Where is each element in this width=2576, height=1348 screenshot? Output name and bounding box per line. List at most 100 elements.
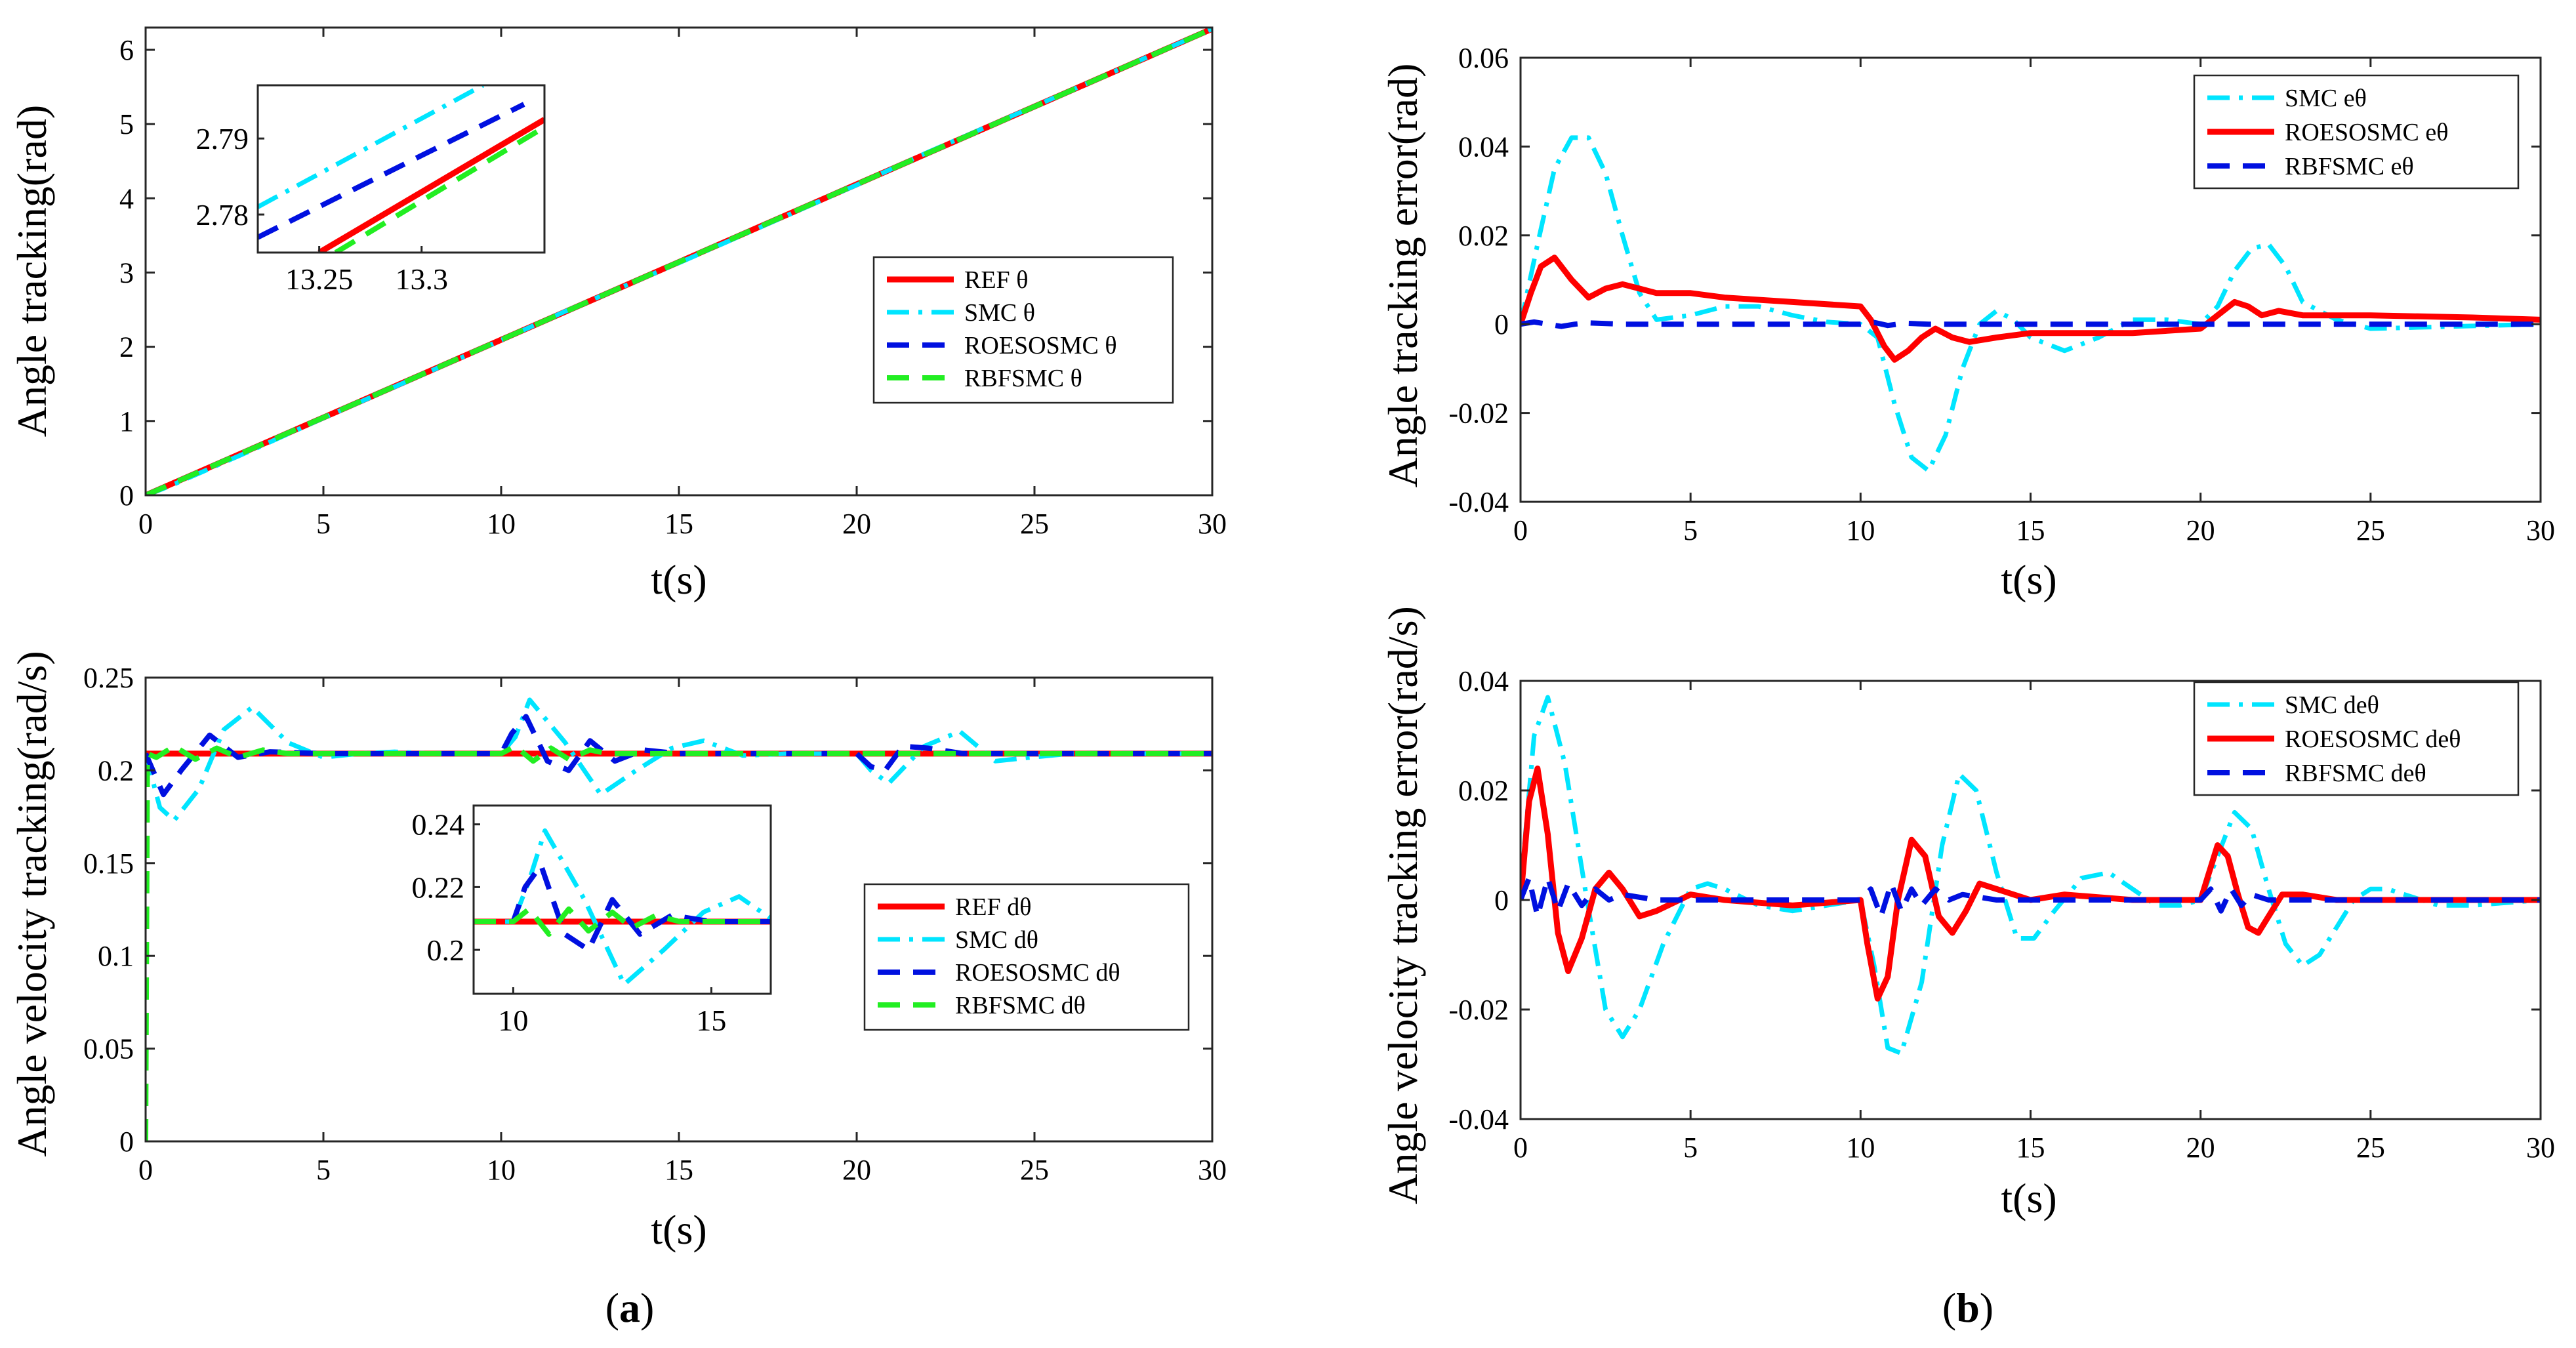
series-line-roesosmc (1521, 255, 2541, 363)
x-tick-label: 0 (1513, 514, 1528, 546)
y-tick-label: 2 (119, 331, 134, 363)
y-tick-label: -0.04 (1448, 1103, 1509, 1135)
series-line-roesosmc (258, 102, 525, 240)
y-tick-label: 0.04 (1458, 665, 1509, 697)
y-tick-label: -0.04 (1448, 486, 1509, 518)
x-tick-label: 30 (2526, 1132, 2555, 1164)
y-axis-label: Angle tracking(rad) (9, 105, 55, 437)
y-tick-label: 0.15 (83, 848, 134, 880)
y-tick-label: 0 (1494, 884, 1509, 916)
y-tick-label: 5 (119, 108, 134, 140)
x-tick-label: 5 (1683, 1132, 1698, 1164)
x-tick-label: 25 (1020, 1154, 1049, 1186)
x-tick-label: 0 (1513, 1132, 1528, 1164)
series-group (1521, 695, 2541, 1056)
series-line-rbfsmc (334, 125, 544, 253)
inset-frame (472, 804, 772, 995)
y-tick-label: 0.06 (1458, 42, 1509, 74)
legend-label: SMC deθ (2285, 691, 2379, 719)
caption-a-letter: a (619, 1284, 640, 1331)
legend-label: ROESOSMC deθ (2285, 725, 2461, 753)
inset-y-tick-label: 0.24 (412, 808, 465, 842)
angle-tracking-panel: Angle tracking(rad) t(s) 0 5 10 15 20 25 30012… (9, 26, 1227, 603)
x-tick-label: 15 (664, 508, 693, 540)
legend-label: REF θ (964, 266, 1028, 294)
series-line-rbfsmc (1521, 875, 2541, 919)
x-tick-label: 10 (1846, 514, 1875, 546)
legend-label: RBFSMC deθ (2285, 760, 2426, 787)
legend-label: ROESOSMC dθ (955, 959, 1120, 987)
inset-background (474, 806, 771, 994)
x-tick-label: 20 (842, 1154, 871, 1186)
x-tick-label: 25 (1020, 508, 1049, 540)
y-tick-label: 0.2 (98, 754, 134, 786)
legend-label: RBFSMC dθ (955, 992, 1086, 1019)
y-axis-label: Angle tracking error(rad) (1380, 64, 1426, 488)
inset-x-tick-label: 10 (498, 1004, 528, 1037)
inset-x-tick-label: 13.3 (395, 262, 448, 296)
x-tick-label: 20 (2186, 514, 2215, 546)
y-tick-label: -0.02 (1448, 994, 1509, 1026)
x-tick-label: 10 (487, 1154, 516, 1186)
y-tick-label: 0.02 (1458, 775, 1509, 807)
x-tick-label: 20 (842, 508, 871, 540)
x-tick-label: 15 (2016, 514, 2045, 546)
y-tick-label: 4 (119, 182, 134, 214)
caption-b: (b) (1942, 1284, 1993, 1331)
x-tick-label: 30 (1198, 508, 1227, 540)
x-tick-label: 5 (316, 508, 331, 540)
angle-velocity-tracking-error-panel: Angle velocity tracking error(rad/s) t(s… (1380, 606, 2555, 1221)
x-tick-label: 25 (2356, 514, 2385, 546)
caption-a: (a) (605, 1284, 655, 1331)
series-line-rbfsmc (146, 28, 1212, 495)
legend-label: SMC eθ (2285, 85, 2367, 112)
legend-label: RBFSMC eθ (2285, 153, 2414, 180)
legend: SMC eθ ROESOSMC eθ RBFSMC eθ (2193, 74, 2520, 190)
inset-series-group (474, 828, 771, 987)
x-tick-label: 15 (664, 1154, 693, 1186)
y-tick-label: 0.04 (1458, 131, 1509, 163)
series-line-roesosmc (146, 714, 1212, 798)
y-tick-label: 3 (119, 256, 134, 289)
series-line-ref (317, 117, 544, 253)
x-tick-label: 25 (2356, 1132, 2385, 1164)
x-tick-label: 5 (1683, 514, 1698, 546)
x-tick-label: 5 (316, 1154, 331, 1186)
x-tick-label: 10 (1846, 1132, 1875, 1164)
y-tick-label: 0.05 (83, 1033, 134, 1065)
y-tick-label: 0.02 (1458, 220, 1509, 252)
y-tick-label: -0.02 (1448, 398, 1509, 430)
series-line-roesosmc (474, 862, 771, 952)
inset-x-tick-label: 15 (696, 1004, 726, 1037)
inset-series-group (258, 85, 544, 253)
caption-b-letter: b (1956, 1284, 1980, 1331)
y-tick-label: 6 (119, 34, 134, 66)
legend-label: RBFSMC θ (964, 365, 1082, 392)
x-axis-label: t(s) (2001, 1175, 2056, 1221)
x-tick-label: 15 (2016, 1132, 2045, 1164)
legend: REF θ SMC θ ROESOSMC θ RBFSMC θ (872, 256, 1174, 404)
legend-label: SMC θ (964, 299, 1035, 327)
legend-label: ROESOSMC eθ (2285, 119, 2448, 146)
legend-label: REF dθ (955, 893, 1031, 921)
x-tick-label: 10 (487, 508, 516, 540)
series-line-rbfsmc (474, 906, 771, 937)
x-tick-label: 30 (1198, 1154, 1227, 1186)
x-axis-label: t(s) (2001, 556, 2056, 603)
y-tick-label: 0 (119, 1126, 134, 1158)
inset-y-tick-label: 2.78 (196, 198, 249, 232)
y-axis-label: Angle velocity tracking error(rad/s) (1380, 606, 1426, 1204)
y-tick-label: 0 (119, 480, 134, 512)
zoom-inset: 13.25 13.3 2.78 2.79 (196, 84, 546, 296)
x-tick-label: 0 (138, 1154, 153, 1186)
y-tick-label: 0 (1494, 308, 1509, 340)
angle-tracking-error-panel: Angle tracking error(rad) t(s) 0 5 10 15 20 2… (1380, 42, 2555, 603)
series-line-smc (1521, 135, 2541, 474)
inset-y-tick-label: 0.22 (412, 870, 465, 904)
legend-label: SMC dθ (955, 926, 1038, 954)
x-tick-label: 20 (2186, 1132, 2215, 1164)
legend-label: ROESOSMC θ (964, 332, 1117, 359)
series-line-smc (258, 85, 485, 209)
series-line-smc (146, 697, 1212, 823)
